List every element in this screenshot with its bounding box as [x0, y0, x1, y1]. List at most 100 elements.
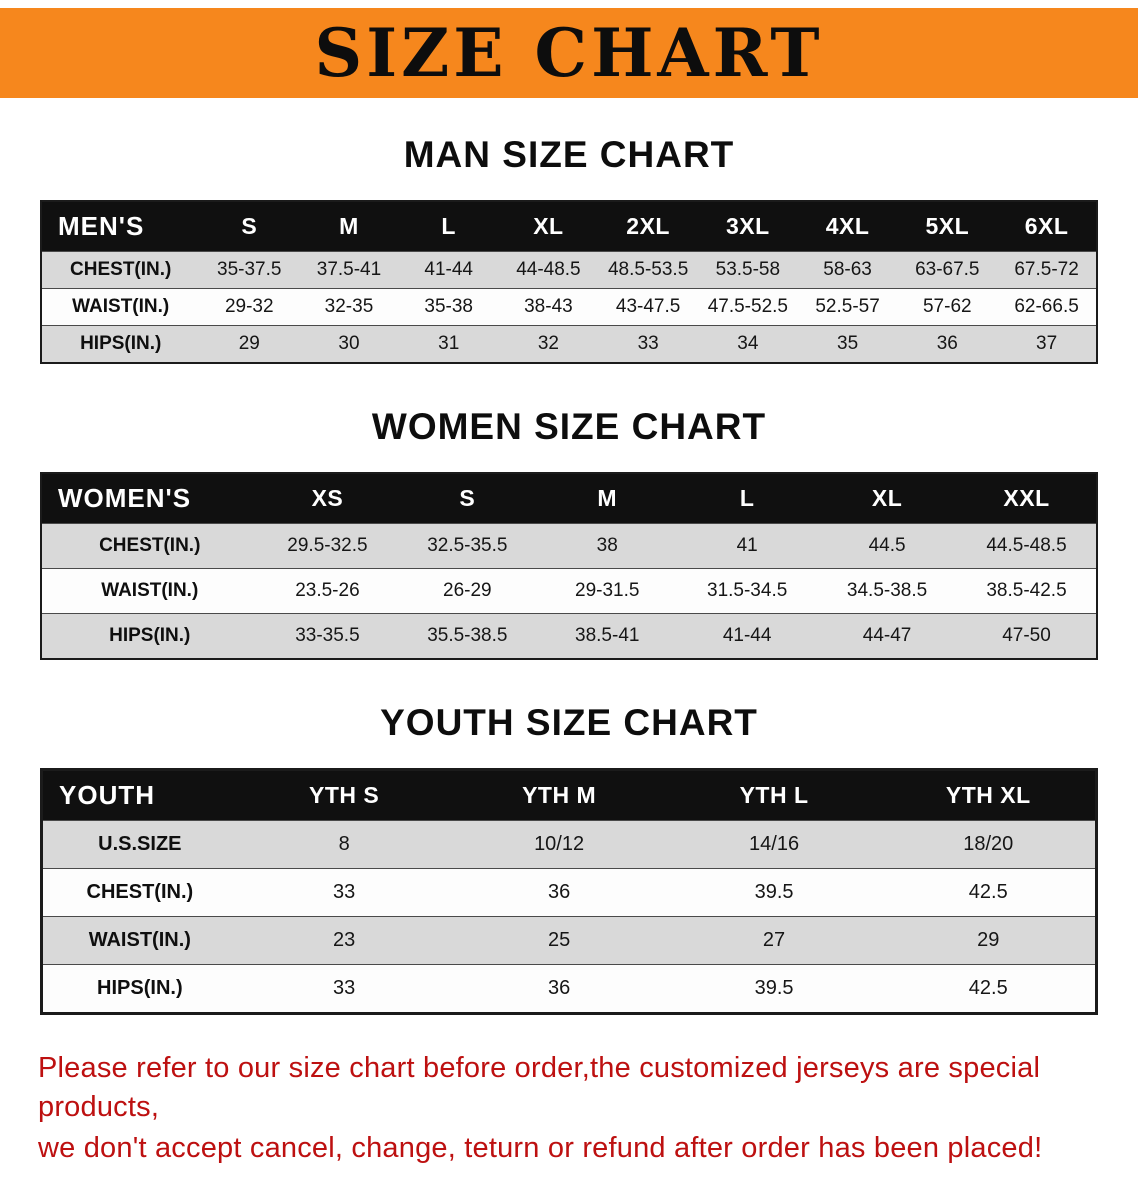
size-column-header: XL	[817, 473, 958, 524]
size-value-cell: 39.5	[754, 977, 794, 999]
size-value-cell: 23	[333, 929, 356, 951]
section-heading-mens: MAN SIZE CHART	[403, 134, 735, 175]
section-heading-youth: YOUTH SIZE CHART	[380, 702, 758, 743]
size-value-cell: 30	[338, 333, 360, 354]
size-value-cell: 31	[438, 333, 460, 354]
row-label: CHEST(IN.)	[70, 259, 172, 280]
size-column-header: XL	[498, 201, 599, 252]
row-label: HIPS(IN.)	[80, 333, 162, 354]
size-column-header: S	[397, 473, 538, 524]
size-value-cell: 42.5	[968, 881, 1008, 903]
size-value-cell: 29.5-32.5	[287, 535, 368, 556]
size-column-header: YTH S	[236, 769, 452, 821]
size-value-cell: 43-47.5	[615, 296, 681, 317]
size-value-cell: 36	[936, 333, 958, 354]
size-value-cell: 42.5	[968, 977, 1008, 999]
size-value-cell: 44.5-48.5	[986, 535, 1067, 556]
size-value-cell: 32-35	[324, 296, 374, 317]
section-heading-womens: WOMEN SIZE CHART	[371, 406, 767, 447]
table-header-row: YOUTH YTH S YTH M YTH L YTH XL	[41, 769, 1097, 821]
table-title-cell: WOMEN'S	[41, 473, 258, 524]
size-value-cell: 39.5	[754, 881, 794, 903]
table-row: HIPS(IN.) 29 30 31 32 33 34 35 36 37	[41, 325, 1097, 363]
womens-size-table: WOMEN'S XS S M L XL XXL CHEST(IN.) 29.5-32.5 32.5…	[40, 472, 1098, 660]
table-row: WAIST(IN.) 29-32 32-35 35-38 38-43 43-47.5 47.…	[41, 288, 1097, 326]
size-column-header: YTH M	[451, 769, 667, 821]
table-row: CHEST(IN.) 29.5-32.5 32.5-35.5 38 41 44.5 44.5…	[41, 523, 1097, 569]
size-chart-page: SIZE CHART MAN SIZE CHART MEN'S S M L XL 2XL 3X…	[0, 8, 1138, 1180]
size-column-header: XS	[257, 473, 398, 524]
size-value-cell: 27	[762, 929, 786, 951]
size-value-cell: 35-38	[424, 296, 473, 317]
size-column-header: L	[398, 201, 499, 252]
size-value-cell: 41-44	[424, 259, 473, 280]
size-chart-sections: MAN SIZE CHART MEN'S S M L XL 2XL 3XL 4XL 5XL 6XL C…	[0, 134, 1138, 1015]
youth-size-table: YOUTH YTH S YTH M YTH L YTH XL U.S.SIZE 8 10/12…	[40, 768, 1098, 1015]
size-value-cell: 52.5-57	[815, 296, 880, 317]
table-header-row: MEN'S S M L XL 2XL 3XL 4XL 5XL 6XL	[41, 201, 1097, 252]
size-value-cell: 37	[1036, 333, 1058, 354]
table-row: WAIST(IN.) 23.5-26 26-29 29-31.5 31.5-34.5 34…	[41, 568, 1097, 614]
table-title-cell: YOUTH	[41, 769, 237, 821]
size-value-cell: 34	[737, 333, 759, 354]
size-value-cell: 29-32	[224, 296, 274, 317]
mens-size-table: MEN'S S M L XL 2XL 3XL 4XL 5XL 6XL CHEST(IN.) 35-37…	[40, 200, 1098, 364]
size-value-cell: 32	[537, 333, 559, 354]
size-value-cell: 47.5-52.5	[707, 296, 788, 317]
row-label: U.S.SIZE	[98, 833, 182, 855]
size-value-cell: 14/16	[749, 833, 800, 855]
size-value-cell: 33-35.5	[295, 625, 360, 646]
table-row: CHEST(IN.) 35-37.5 37.5-41 41-44 44-48.5 48.5…	[41, 251, 1097, 289]
size-value-cell: 41-44	[722, 625, 772, 646]
size-value-cell: 18/20	[963, 833, 1014, 855]
table-row: U.S.SIZE 8 10/12 14/16 18/20	[41, 820, 1097, 869]
size-value-cell: 38.5-41	[575, 625, 640, 646]
table-row: HIPS(IN.) 33-35.5 35.5-38.5 38.5-41 41-44 44-…	[41, 613, 1097, 659]
row-label: HIPS(IN.)	[109, 625, 191, 646]
size-value-cell: 67.5-72	[1014, 259, 1079, 280]
size-value-cell: 8	[338, 833, 350, 855]
row-label: HIPS(IN.)	[97, 977, 183, 999]
size-value-cell: 57-62	[922, 296, 972, 317]
size-value-cell: 38.5-42.5	[986, 580, 1067, 601]
size-value-cell: 35	[837, 333, 859, 354]
size-value-cell: 41	[736, 535, 758, 556]
size-column-header: L	[677, 473, 818, 524]
note-line-2: we don't accept cancel, change, teturn o…	[38, 1132, 1043, 1165]
size-value-cell: 33	[333, 881, 356, 903]
row-label: WAIST(IN.)	[72, 296, 170, 317]
size-value-cell: 35-37.5	[217, 259, 282, 280]
size-column-header: S	[199, 201, 300, 252]
size-value-cell: 26-29	[443, 580, 492, 601]
size-value-cell: 62-66.5	[1014, 296, 1079, 317]
size-column-header: 6XL	[997, 201, 1097, 252]
size-value-cell: 10/12	[534, 833, 585, 855]
row-label: CHEST(IN.)	[99, 535, 201, 556]
size-value-cell: 38-43	[524, 296, 573, 317]
banner: SIZE CHART	[0, 8, 1138, 98]
table-row: WAIST(IN.) 23 25 27 29	[41, 916, 1097, 965]
size-value-cell: 32.5-35.5	[427, 535, 508, 556]
size-column-header: M	[537, 473, 678, 524]
size-column-header: YTH L	[666, 769, 882, 821]
size-column-header: 4XL	[797, 201, 898, 252]
size-value-cell: 23.5-26	[295, 580, 360, 601]
size-value-cell: 36	[547, 977, 571, 999]
size-column-header: 5XL	[897, 201, 998, 252]
size-value-cell: 33	[333, 977, 356, 999]
row-label: WAIST(IN.)	[88, 929, 191, 951]
size-value-cell: 44.5	[868, 535, 906, 556]
size-value-cell: 34.5-38.5	[846, 580, 928, 601]
disclaimer-note: Please refer to our size chart before or…	[38, 1049, 1100, 1168]
size-column-header: 2XL	[598, 201, 698, 252]
size-section-mens: MAN SIZE CHART MEN'S S M L XL 2XL 3XL 4XL 5XL 6XL C…	[0, 134, 1138, 364]
size-value-cell: 53.5-58	[715, 259, 781, 280]
size-value-cell: 29	[238, 333, 260, 354]
size-value-cell: 36	[547, 881, 571, 903]
size-value-cell: 37.5-41	[316, 259, 382, 280]
size-value-cell: 48.5-53.5	[607, 259, 689, 280]
size-value-cell: 58-63	[823, 259, 872, 280]
size-section-womens: WOMEN SIZE CHART WOMEN'S XS S M L XL XXL CHEST(I…	[0, 406, 1138, 660]
table-row: CHEST(IN.) 33 36 39.5 42.5	[41, 868, 1097, 917]
size-value-cell: 44-47	[862, 625, 912, 646]
